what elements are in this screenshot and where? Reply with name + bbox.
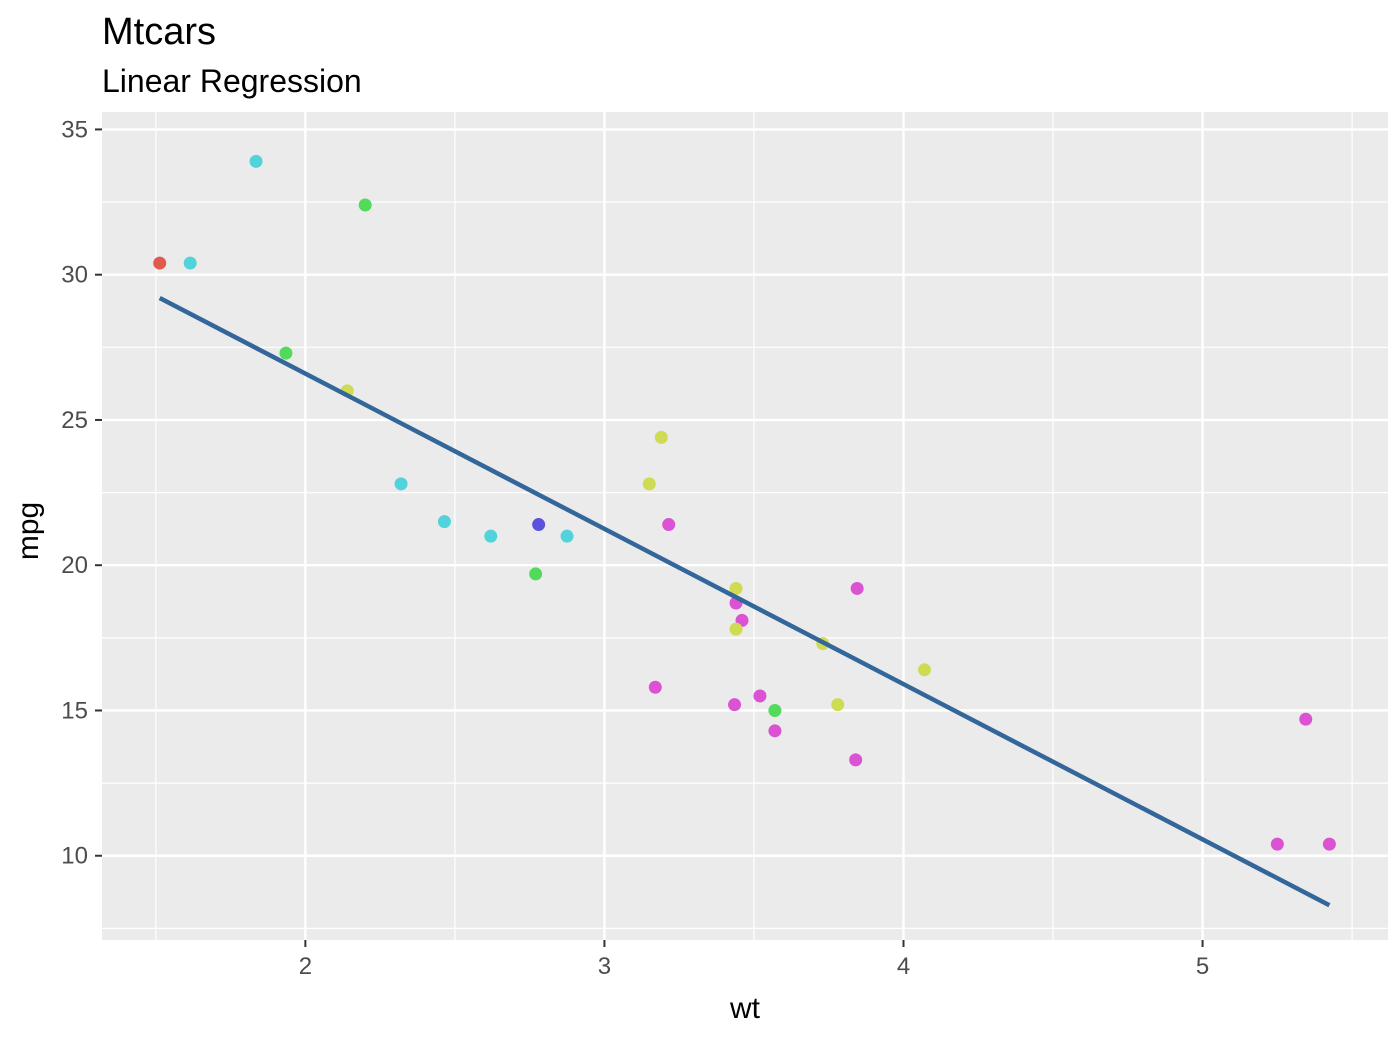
data-point xyxy=(753,689,767,703)
data-point xyxy=(532,518,546,532)
y-tick-label: 35 xyxy=(61,116,88,143)
y-tick-label: 20 xyxy=(61,552,88,579)
data-point xyxy=(768,703,782,717)
data-point xyxy=(654,430,668,444)
data-point xyxy=(728,698,742,712)
data-point xyxy=(729,581,743,595)
x-tick-label: 4 xyxy=(897,953,910,980)
data-point xyxy=(1299,712,1313,726)
chart-subtitle: Linear Regression xyxy=(102,63,362,99)
data-point xyxy=(484,529,498,543)
data-point xyxy=(358,198,372,212)
data-point xyxy=(917,663,931,677)
data-point xyxy=(529,567,543,581)
data-point xyxy=(560,529,574,543)
plot-panel xyxy=(102,112,1388,940)
y-tick-label: 25 xyxy=(61,407,88,434)
data-point xyxy=(437,515,451,529)
chart-title: Mtcars xyxy=(102,11,216,53)
y-tick-label: 10 xyxy=(61,843,88,870)
data-point xyxy=(1270,837,1284,851)
tick-labels: 2 3 4 5 10 15 20 25 30 35 xyxy=(61,116,1209,980)
y-axis-title: mpg xyxy=(12,502,45,560)
x-tick-label: 5 xyxy=(1196,953,1209,980)
y-tick-label: 30 xyxy=(61,262,88,289)
data-point xyxy=(831,698,845,712)
data-points xyxy=(153,154,1336,851)
data-point xyxy=(850,581,864,595)
x-tick-label: 3 xyxy=(598,953,611,980)
data-point xyxy=(648,680,662,694)
x-axis-title: wt xyxy=(729,992,761,1025)
data-point xyxy=(249,154,263,168)
data-point xyxy=(662,518,676,532)
axis-ticks xyxy=(95,128,1204,947)
major-gridlines xyxy=(102,112,1388,940)
data-point xyxy=(279,346,293,360)
x-tick-label: 2 xyxy=(299,953,312,980)
data-point xyxy=(394,477,408,491)
regression-line xyxy=(158,295,1331,908)
data-point xyxy=(729,622,743,636)
data-point xyxy=(183,256,197,270)
data-point xyxy=(768,724,782,738)
minor-gridlines xyxy=(102,112,1388,940)
data-point xyxy=(642,477,656,491)
data-point xyxy=(849,753,863,767)
data-point xyxy=(153,256,167,270)
data-point xyxy=(1322,837,1336,851)
y-tick-label: 15 xyxy=(61,697,88,724)
